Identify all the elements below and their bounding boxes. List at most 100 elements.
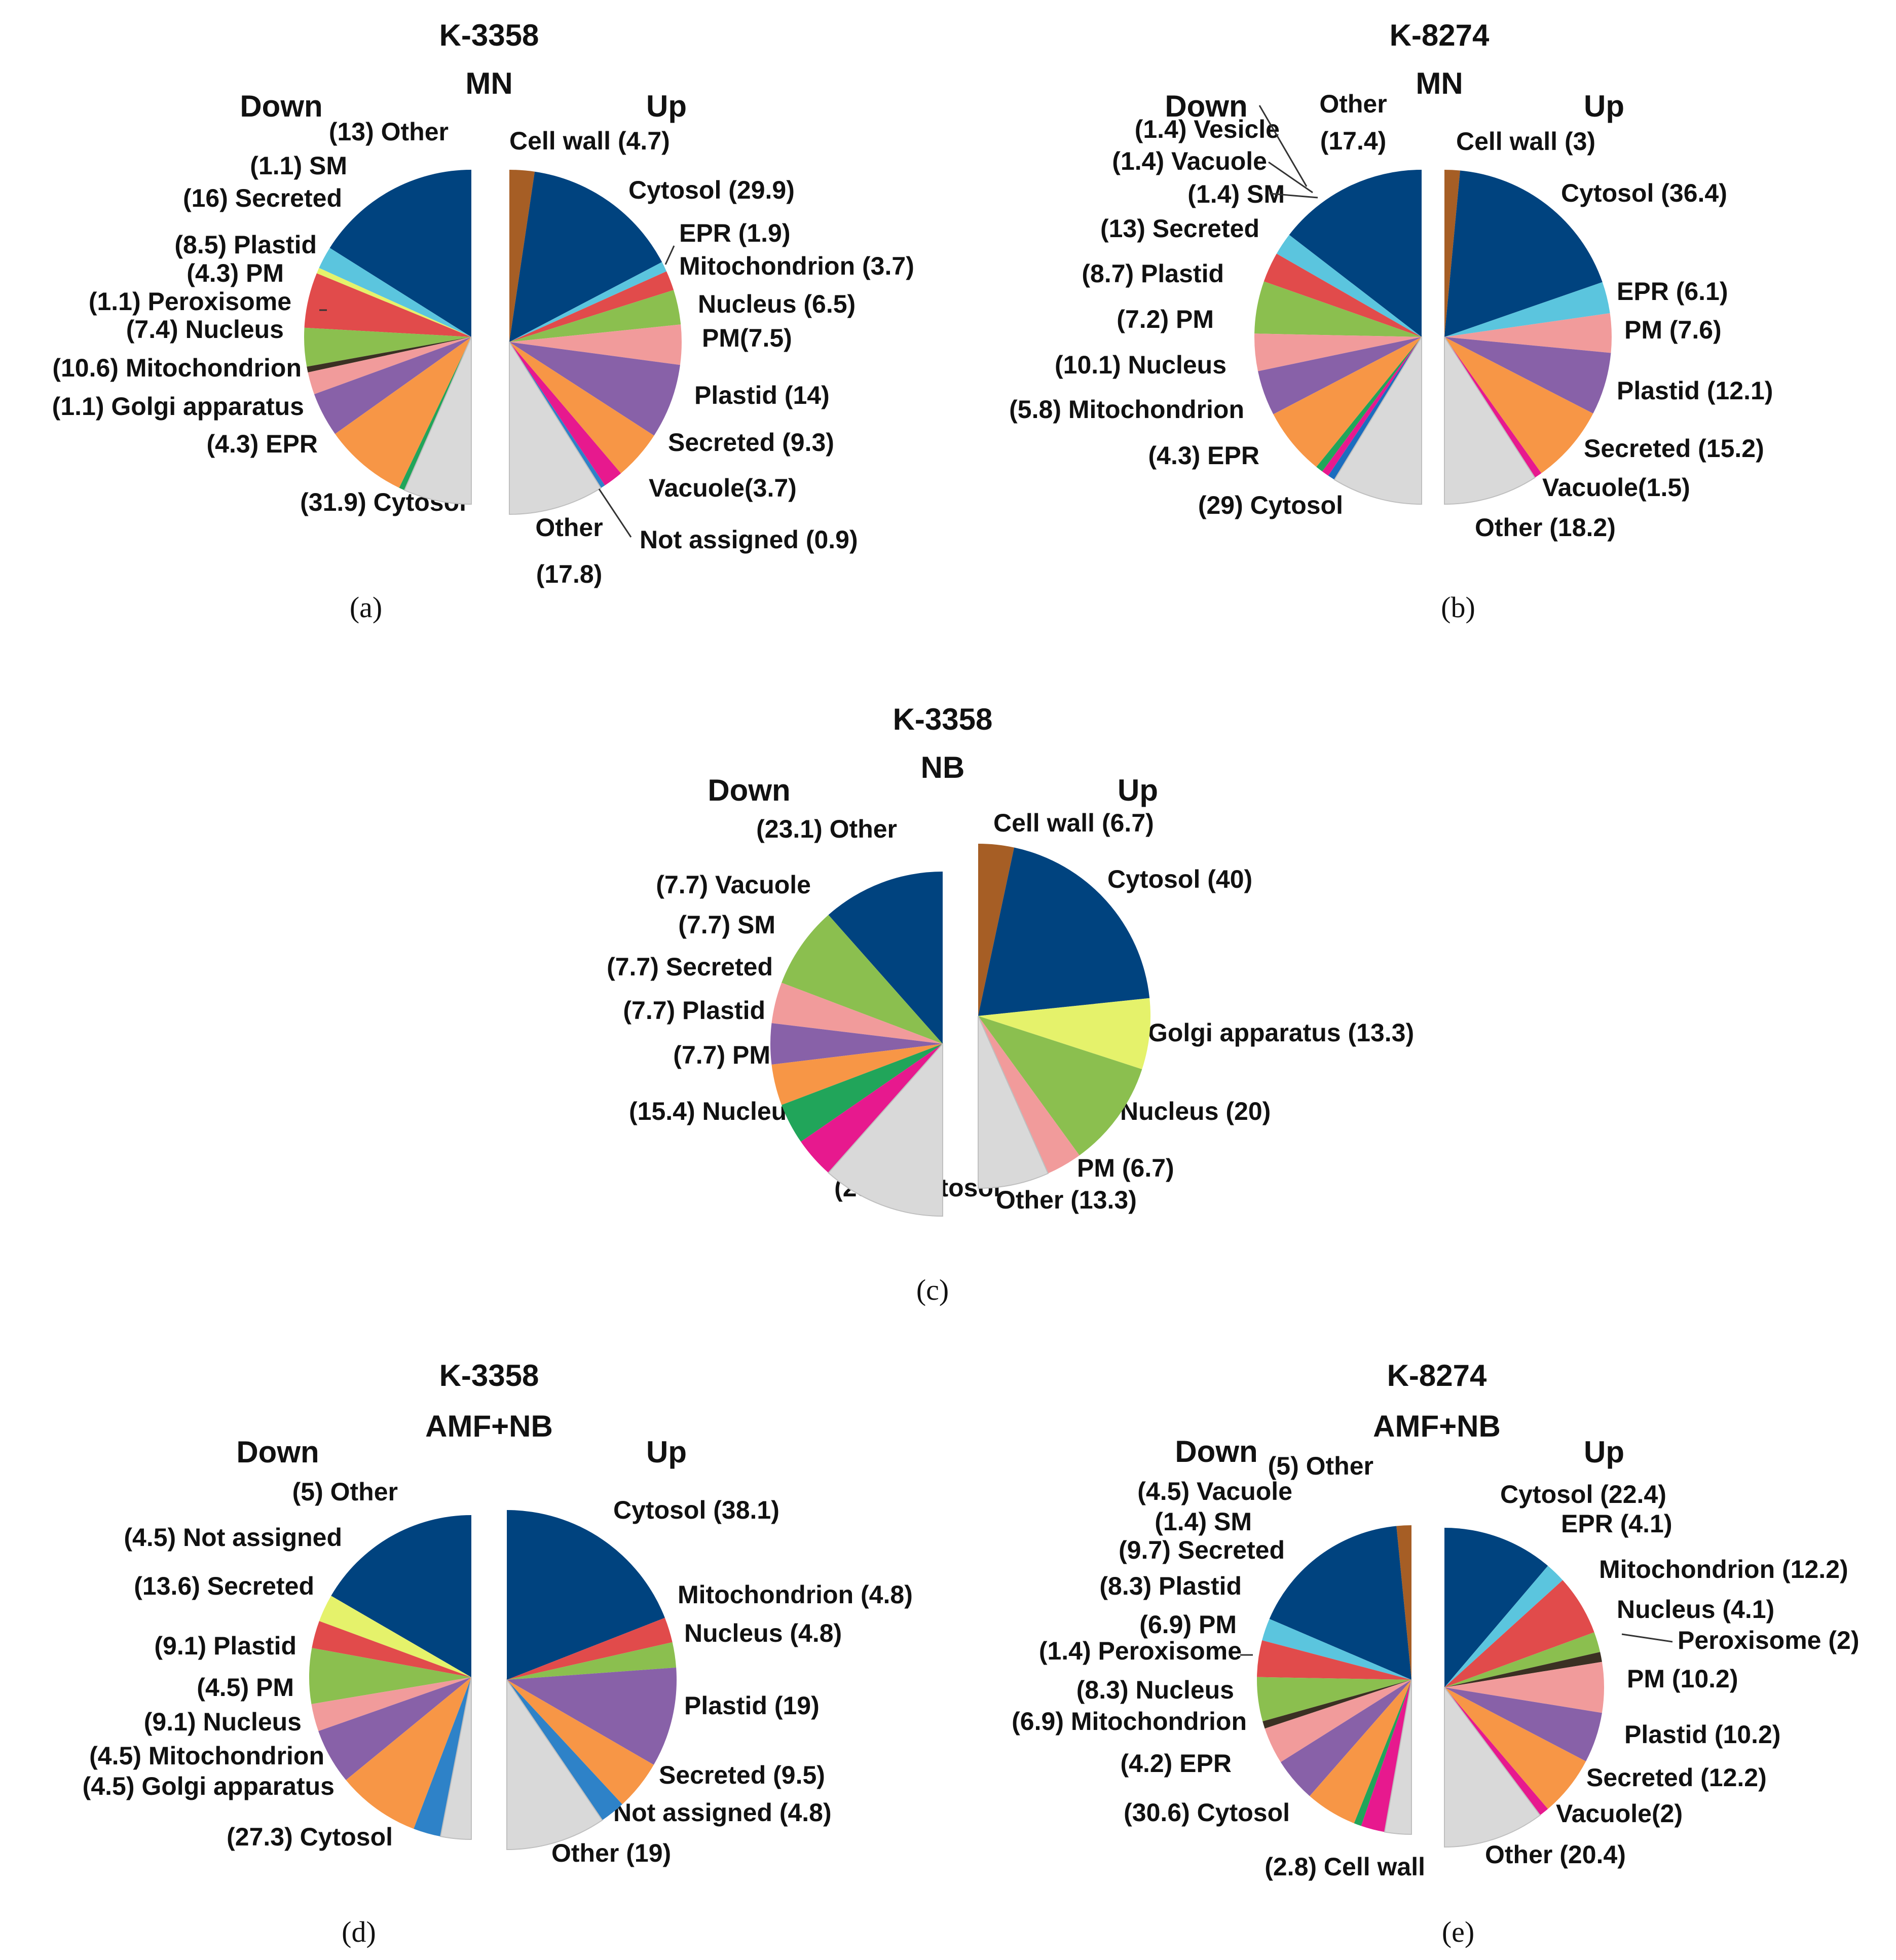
down-slice-other	[828, 1042, 943, 1217]
chart-title-line1: K-3358	[439, 1359, 539, 1392]
down-slice-secreted	[1310, 1680, 1411, 1824]
up-label-other: Other (20.4)	[1485, 1840, 1626, 1869]
up-label-cell-wall: Cell wall (3)	[1456, 127, 1595, 156]
down-heading: Down	[1175, 1435, 1257, 1468]
down-slice-pm	[1265, 1680, 1411, 1762]
down-label-secreted: (16) Secreted	[183, 184, 342, 212]
down-slice-sm	[399, 337, 471, 491]
down-label-sm: (1.4) SM	[1187, 180, 1285, 208]
up-slice-not-assigned	[507, 1680, 622, 1821]
down-slice-sm	[782, 1044, 943, 1142]
chart-title-line2: MN	[465, 66, 512, 100]
chart-title-line1: K-3358	[439, 18, 539, 52]
down-slice-mitochondrion	[1257, 1640, 1411, 1680]
down-label-sm: (1.1) SM	[250, 152, 347, 180]
down-pie-0	[304, 170, 472, 505]
chart-panel-4: K-8274 AMF+NB Down Up (2.8) Cell wall (30.6) …	[1012, 1359, 1859, 1948]
up-slice-cytosol	[509, 171, 662, 342]
up-slice-cytosol	[978, 847, 1150, 1016]
down-label-other: (5) Other	[1268, 1452, 1373, 1480]
down-slice-plastid	[314, 337, 471, 434]
down-label-other: (23.1) Other	[756, 815, 897, 843]
down-slice-vesicle	[1328, 337, 1422, 480]
leader-line-down-vacuole	[1268, 161, 1313, 194]
down-slice-pm	[308, 337, 471, 395]
up-slice-secreted	[507, 1680, 654, 1804]
up-slice-other	[1444, 1685, 1541, 1848]
up-pie-4	[1444, 1528, 1604, 1848]
up-slice-vacuole	[1444, 337, 1542, 478]
down-heading: Down	[1165, 89, 1247, 123]
down-slice-vacuole	[1361, 1680, 1411, 1832]
down-slice-mitochondrion	[304, 273, 471, 337]
down-label-mitochondrion: (6.9) Mitochondrion	[1012, 1707, 1247, 1736]
up-label-other: Other (18.2)	[1475, 513, 1616, 542]
up-label-secreted: Secreted (15.2)	[1584, 434, 1764, 463]
up-heading: Up	[1584, 89, 1624, 123]
down-slice-nucleus	[304, 327, 471, 367]
down-label-secreted: (7.7) Secreted	[607, 953, 773, 981]
down-slice-other	[439, 1677, 472, 1840]
up-slice-plastid	[1444, 337, 1611, 414]
up-label-nucleus: Nucleus (4.1)	[1617, 1595, 1774, 1624]
up-label-pm: PM (10.2)	[1627, 1665, 1738, 1693]
up-slice-pm	[1444, 313, 1612, 353]
up-slice-pm	[978, 1016, 1080, 1174]
down-label-nucleus: (9.1) Nucleus	[144, 1708, 302, 1736]
down-slice-secreted	[335, 337, 471, 488]
up-label-other: Other	[535, 513, 603, 542]
up-slice-nucleus	[978, 1016, 1142, 1156]
down-slice-cytosol	[828, 872, 943, 1044]
up-slice-secreted	[1444, 337, 1593, 473]
down-slice-cytosol	[1269, 1526, 1411, 1680]
up-label-plastid: Plastid (14)	[694, 381, 830, 409]
down-pie-2	[770, 872, 943, 1217]
down-slice-nucleus	[782, 915, 943, 1044]
down-slice-golgi-apparatus	[319, 1596, 471, 1677]
up-slice-epr	[509, 262, 667, 342]
down-pie-4	[1257, 1525, 1412, 1835]
down-slice-sm	[1354, 1680, 1411, 1826]
down-label-cytosol: (29) Cytosol	[1198, 491, 1343, 519]
down-label-nucleus: (7.4) Nucleus	[126, 315, 284, 344]
chart-title-line1: K-8274	[1390, 18, 1490, 52]
down-label-nucleus: (8.3) Nucleus	[1076, 1676, 1234, 1704]
up-label-nucleus: Nucleus (6.5)	[698, 290, 856, 318]
down-slice-plastid	[770, 1023, 943, 1065]
up-heading: Up	[1584, 1435, 1624, 1469]
up-slice-cytosol	[1444, 1528, 1548, 1687]
down-slice-pm	[771, 983, 943, 1044]
up-label-other: (17.8)	[536, 560, 603, 588]
down-label-sm: (7.7) SM	[678, 911, 775, 939]
down-slice-cytosol	[329, 170, 471, 337]
down-label-plastid: (8.3) Plastid	[1099, 1572, 1242, 1600]
up-label-cytosol: Cytosol (29.9)	[628, 176, 795, 204]
down-slice-sm	[1316, 337, 1422, 472]
up-slice-vacuole	[509, 342, 621, 485]
up-slice-pm	[1444, 1662, 1604, 1713]
down-slice-secreted	[771, 1044, 943, 1105]
up-label-vacuole: Vacuole(3.7)	[649, 474, 797, 502]
up-slice-pm	[509, 324, 682, 365]
up-slice-epr	[1444, 282, 1610, 337]
up-heading: Up	[646, 1435, 687, 1469]
down-label-epr: (4.3) EPR	[1148, 441, 1259, 470]
up-pie-2	[978, 844, 1150, 1189]
up-label-cell-wall: Cell wall (4.7)	[509, 127, 670, 155]
up-heading: Up	[646, 89, 687, 123]
down-label-nucleus: (15.4) Nucleus	[629, 1097, 801, 1125]
up-label-cytosol: Cytosol (38.1)	[613, 1496, 779, 1524]
down-label-not-assigned: (4.5) Not assigned	[124, 1523, 342, 1552]
down-slice-other	[1384, 1679, 1412, 1835]
up-label-mitochondrion: Mitochondrion (3.7)	[679, 252, 914, 280]
up-label-plastid: Plastid (12.1)	[1617, 376, 1773, 405]
down-label-other: Other	[1319, 90, 1387, 118]
up-slice-nucleus	[509, 290, 681, 342]
down-label-plastid: (8.7) Plastid	[1082, 259, 1224, 288]
chart-title-line2: AMF+NB	[1373, 1409, 1501, 1443]
down-label-pm: (7.7) PM	[673, 1041, 770, 1069]
chart-title-line1: K-8274	[1387, 1359, 1487, 1392]
panel-label: (d)	[342, 1915, 376, 1948]
